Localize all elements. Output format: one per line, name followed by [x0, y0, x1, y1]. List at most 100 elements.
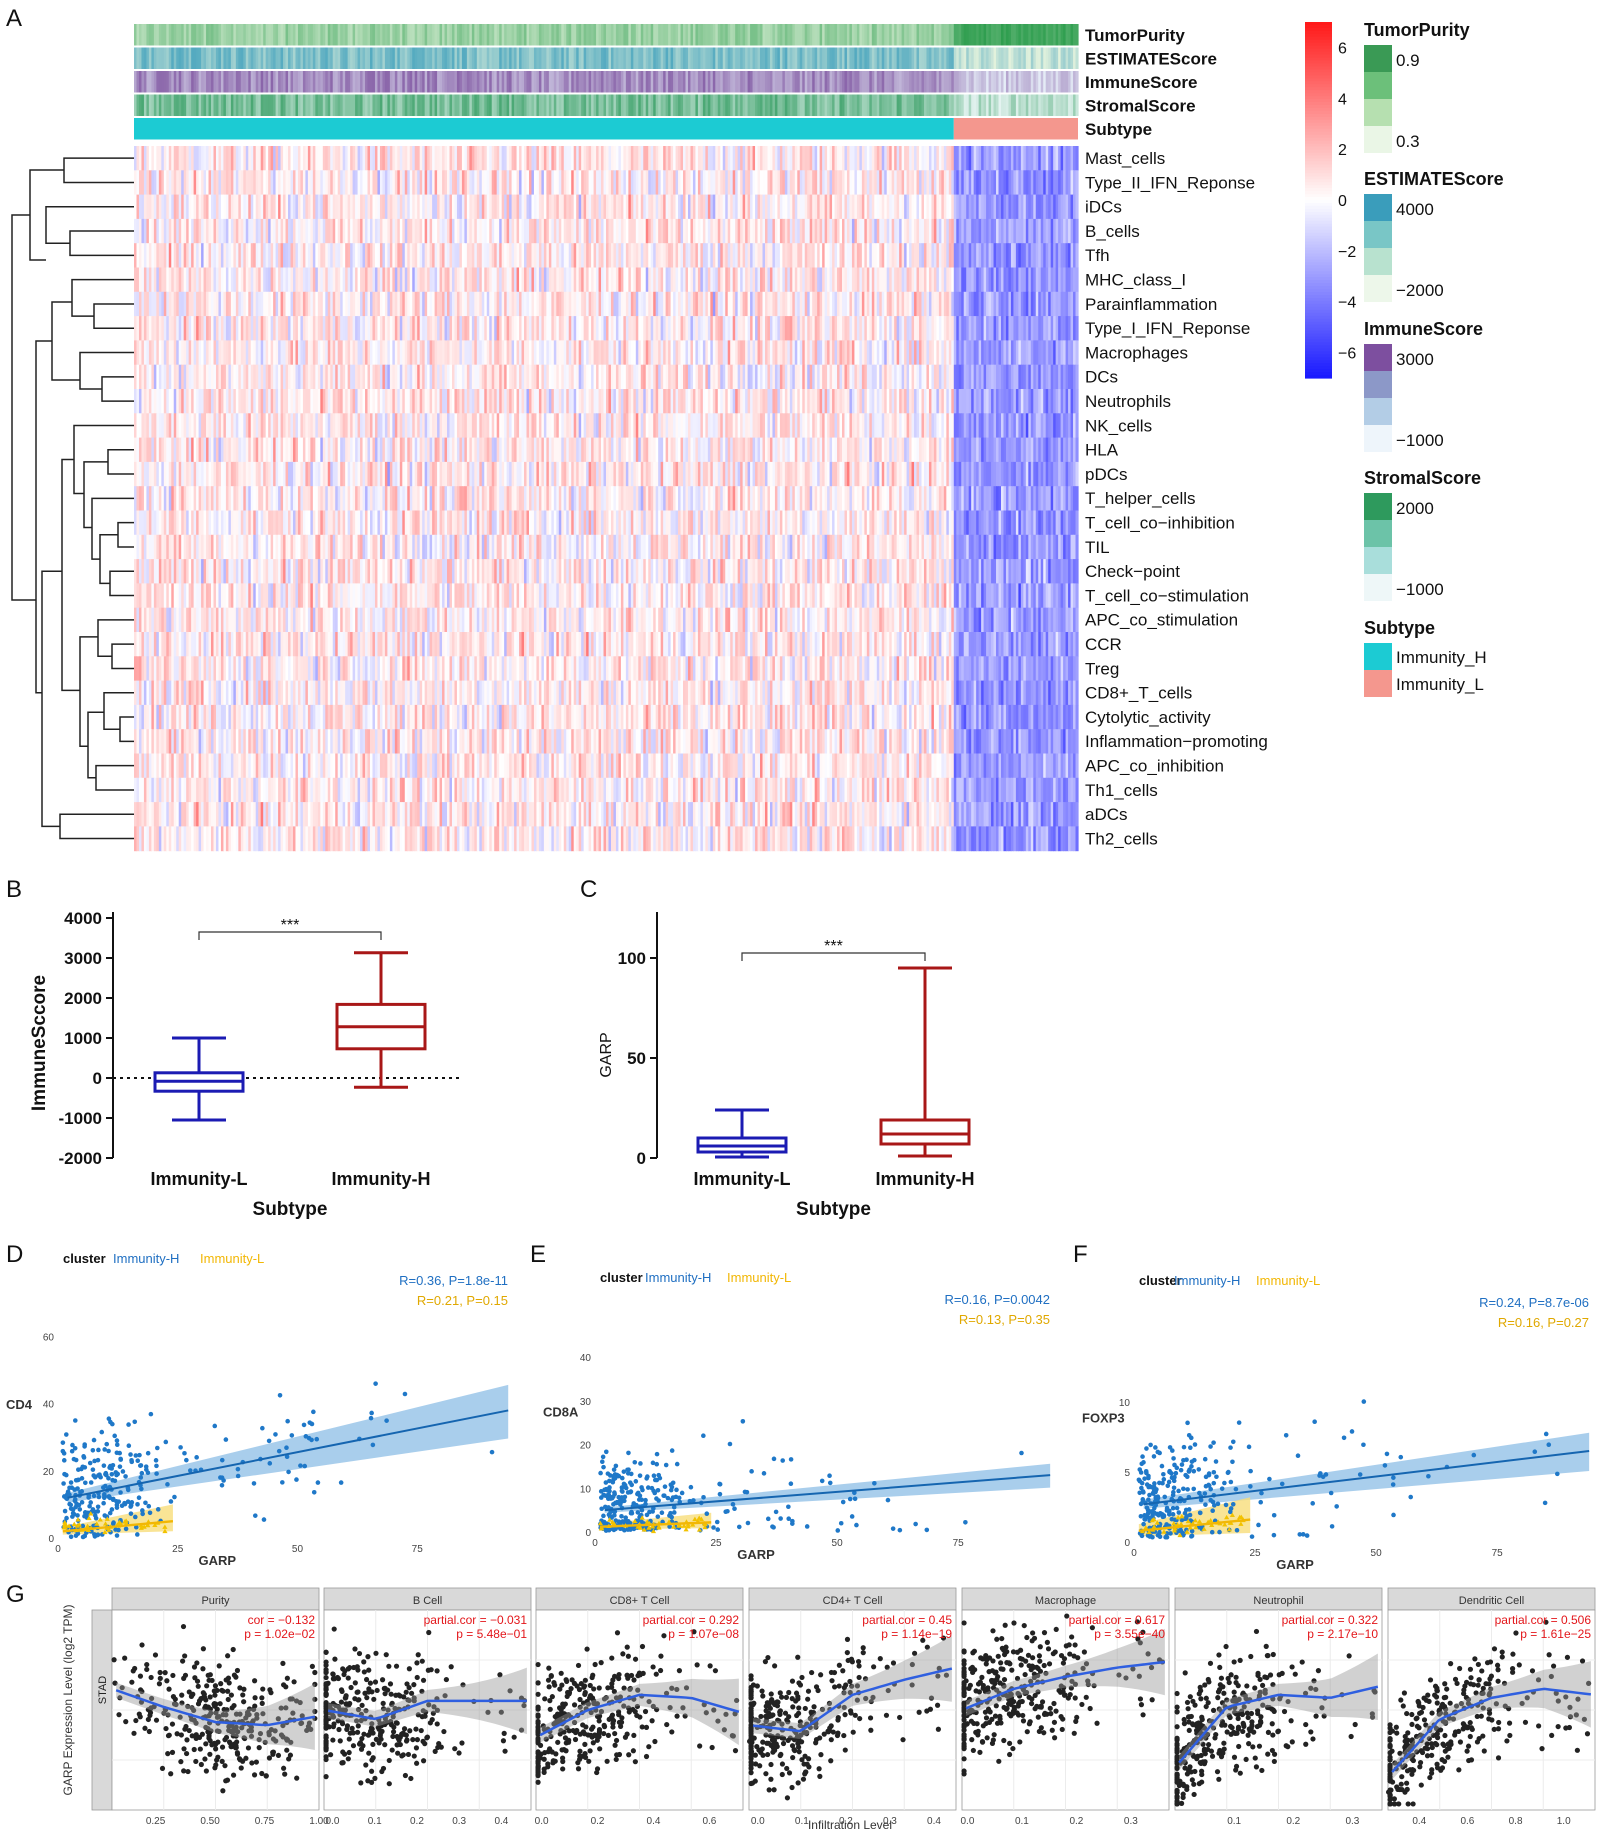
- heatmap-cell: [685, 243, 689, 268]
- heatmap-cell: [186, 364, 190, 390]
- heatmap-cell: [265, 340, 269, 366]
- heatmap-cell: [996, 267, 1000, 293]
- heatmap-cell: [573, 291, 577, 317]
- heatmap-cell: [176, 340, 180, 366]
- heatmap-cell: [213, 316, 217, 341]
- heatmap-cell: [638, 267, 642, 293]
- heatmap-cell: [146, 170, 150, 196]
- heatmap-cell: [384, 243, 388, 268]
- heatmap-cell: [374, 170, 379, 196]
- annotation-cell: [538, 94, 543, 116]
- heatmap-cell: [760, 267, 764, 293]
- heatmap-cell: [755, 170, 759, 196]
- annotation-cell: [506, 24, 510, 46]
- heatmap-cell: [789, 170, 793, 196]
- heatmap-cell: [447, 218, 451, 244]
- annotation-cell: [1005, 47, 1010, 69]
- annotation-cell: [141, 47, 145, 69]
- annotation-cell: [819, 71, 823, 93]
- heatmap-cell: [355, 316, 359, 341]
- annotation-cell: [963, 94, 967, 116]
- heatmap-cell: [921, 170, 925, 196]
- heatmap-cell: [292, 218, 297, 244]
- heatmap-cell: [581, 340, 585, 366]
- heatmap-cell: [558, 267, 562, 293]
- annotation-cell: [153, 94, 157, 116]
- heatmap-cell: [496, 316, 500, 341]
- heatmap-cell: [357, 243, 361, 268]
- annotation-cell: [956, 47, 960, 69]
- heatmap-cell: [827, 194, 831, 220]
- heatmap-cell: [879, 146, 883, 171]
- heatmap-cell: [1023, 291, 1027, 317]
- heatmap-cell: [1035, 243, 1039, 268]
- heatmap-cell: [171, 316, 175, 341]
- heatmap-cell: [1033, 316, 1037, 341]
- annotation-cell: [968, 94, 972, 116]
- heatmap-cell: [1018, 194, 1022, 220]
- heatmap-cell: [842, 218, 846, 244]
- heatmap-cell: [996, 316, 1000, 341]
- heatmap-cell: [238, 340, 242, 366]
- heatmap-cell: [926, 218, 930, 244]
- heatmap-cell: [134, 316, 138, 341]
- annotation-cell: [700, 24, 704, 46]
- heatmap-cell: [700, 243, 704, 268]
- annotation-cell: [427, 94, 431, 116]
- annotation-cell: [856, 47, 860, 69]
- heatmap-cell: [312, 194, 316, 220]
- heatmap-cell: [946, 146, 950, 171]
- heatmap-cell: [757, 170, 761, 196]
- heatmap-cell: [762, 194, 766, 220]
- heatmap-cell: [675, 340, 679, 366]
- annotation-cell: [732, 71, 736, 93]
- heatmap-cell: [543, 218, 547, 244]
- heatmap-cell: [573, 194, 577, 220]
- heatmap-cell: [456, 267, 461, 293]
- annotation-cell: [330, 24, 334, 46]
- heatmap-cell: [687, 291, 692, 317]
- heatmap-cell: [804, 170, 808, 196]
- heatmap-cell: [879, 316, 883, 341]
- heatmap-cell: [1023, 340, 1027, 366]
- annotation-cell: [437, 47, 441, 69]
- heatmap-cell: [211, 340, 215, 366]
- heatmap-cell: [981, 291, 985, 317]
- annotation-cell: [322, 47, 326, 69]
- heatmap-cell: [563, 243, 567, 268]
- heatmap-cell: [655, 218, 659, 244]
- heatmap-cell: [1063, 218, 1067, 244]
- heatmap-cell: [610, 194, 615, 220]
- heatmap-cell: [1038, 194, 1042, 220]
- heatmap-cell: [295, 218, 299, 244]
- heatmap-cell: [342, 146, 346, 171]
- annotation-cell: [894, 71, 898, 93]
- heatmap-cell: [148, 243, 152, 268]
- heatmap-cell: [658, 194, 662, 220]
- heatmap-cell: [250, 218, 254, 244]
- heatmap-cell: [486, 146, 490, 171]
- annotation-cell: [844, 71, 848, 93]
- annotation-cell: [777, 94, 781, 116]
- heatmap-cell: [839, 194, 843, 220]
- annotation-cell: [613, 24, 617, 46]
- heatmap-cell: [432, 170, 436, 196]
- heatmap-cell: [511, 340, 515, 366]
- heatmap-cell: [1038, 170, 1042, 196]
- heatmap-cell: [598, 194, 602, 220]
- heatmap-cell: [983, 194, 987, 220]
- annotation-cell: [896, 24, 900, 46]
- heatmap-cell: [876, 146, 880, 171]
- annotation-cell: [610, 94, 615, 116]
- heatmap-cell: [1000, 291, 1005, 317]
- heatmap-cell: [1065, 291, 1069, 317]
- annotation-cell: [238, 71, 242, 93]
- annotation-cell: [290, 94, 294, 116]
- heatmap-cell: [307, 194, 311, 220]
- heatmap-cell: [211, 218, 215, 244]
- heatmap-cell: [365, 194, 369, 220]
- heatmap-cell: [921, 267, 925, 293]
- annotation-cell: [459, 24, 463, 46]
- heatmap-cell: [481, 267, 485, 293]
- heatmap-cell: [628, 146, 632, 171]
